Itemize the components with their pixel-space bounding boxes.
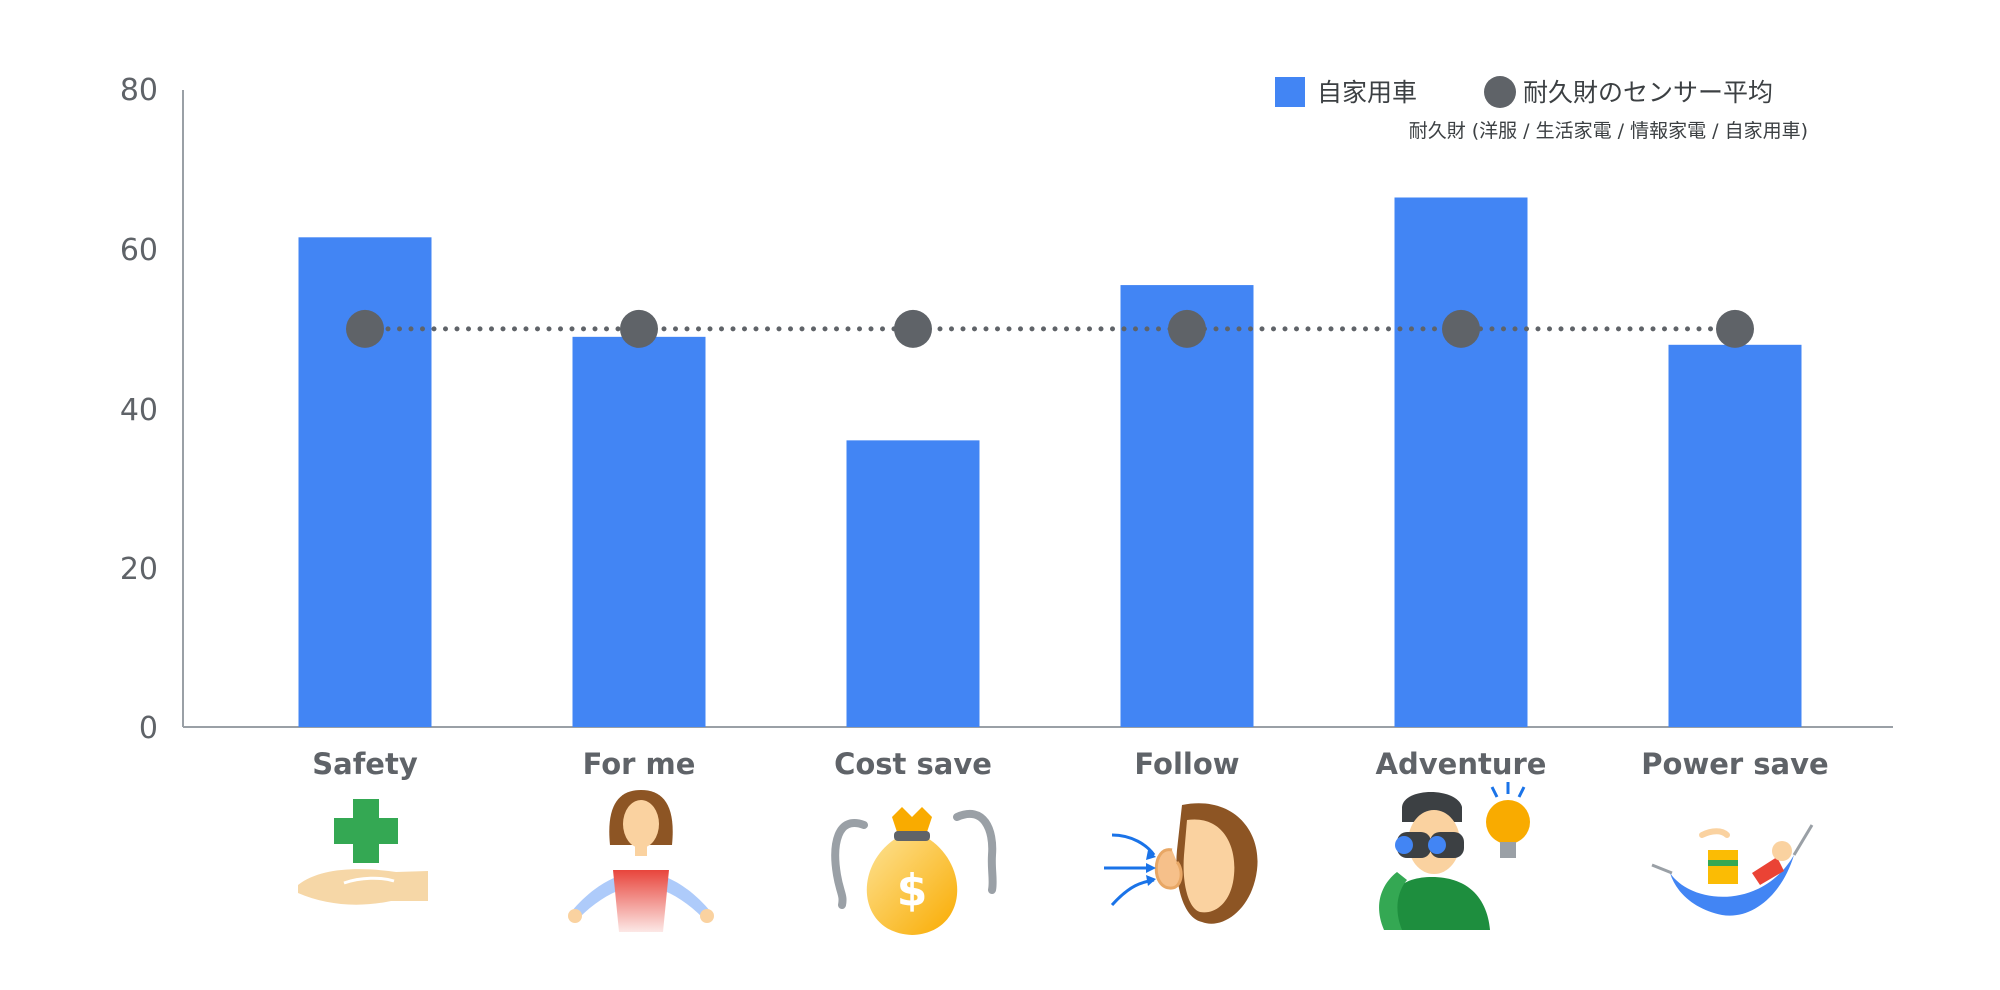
money-bag-icon: $ — [831, 807, 997, 935]
binoculars-icon — [1379, 782, 1530, 930]
avg-point-cost-save — [894, 309, 932, 348]
y-tick-label: 80 — [120, 73, 158, 108]
category-label-power-save: Power save — [1641, 747, 1828, 781]
y-tick-label: 0 — [139, 711, 158, 746]
bar-for-me — [572, 336, 706, 727]
category-label-cost-save: Cost save — [834, 747, 992, 781]
legend-label-dot: 耐久財のセンサー平均 — [1523, 78, 1773, 107]
legend-swatch-dot — [1484, 76, 1516, 108]
bar-cost-save — [846, 440, 980, 727]
avg-point-follow — [1168, 309, 1206, 348]
y-tick-label: 20 — [120, 552, 158, 587]
legend: 自家用車 耐久財のセンサー平均 耐久財 (洋服 / 生活家電 / 情報家電 / … — [1275, 76, 1808, 142]
avg-point-power-save — [1716, 309, 1754, 348]
hammock-icon — [1651, 824, 1814, 916]
bar-adventure — [1394, 197, 1528, 727]
bar-power-save — [1668, 344, 1802, 727]
y-tick-label: 40 — [120, 393, 158, 428]
avg-point-for-me — [620, 309, 658, 348]
y-tick-label: 60 — [120, 233, 158, 268]
legend-note: 耐久財 (洋服 / 生活家電 / 情報家電 / 自家用車) — [1409, 120, 1808, 142]
avg-point-safety — [346, 309, 384, 348]
ear-icon — [1104, 803, 1258, 924]
svg-text:$: $ — [897, 865, 928, 916]
cross-hand-icon — [298, 799, 428, 905]
category-label-safety: Safety — [312, 747, 418, 781]
category-label-adventure: Adventure — [1376, 747, 1547, 781]
avg-point-adventure — [1442, 309, 1480, 348]
woman-icon — [568, 790, 714, 932]
category-label-for-me: For me — [583, 747, 696, 781]
bar-follow — [1120, 285, 1254, 727]
category-label-follow: Follow — [1134, 747, 1239, 781]
legend-swatch-bar — [1275, 77, 1305, 107]
legend-label-bar: 自家用車 — [1317, 78, 1417, 107]
